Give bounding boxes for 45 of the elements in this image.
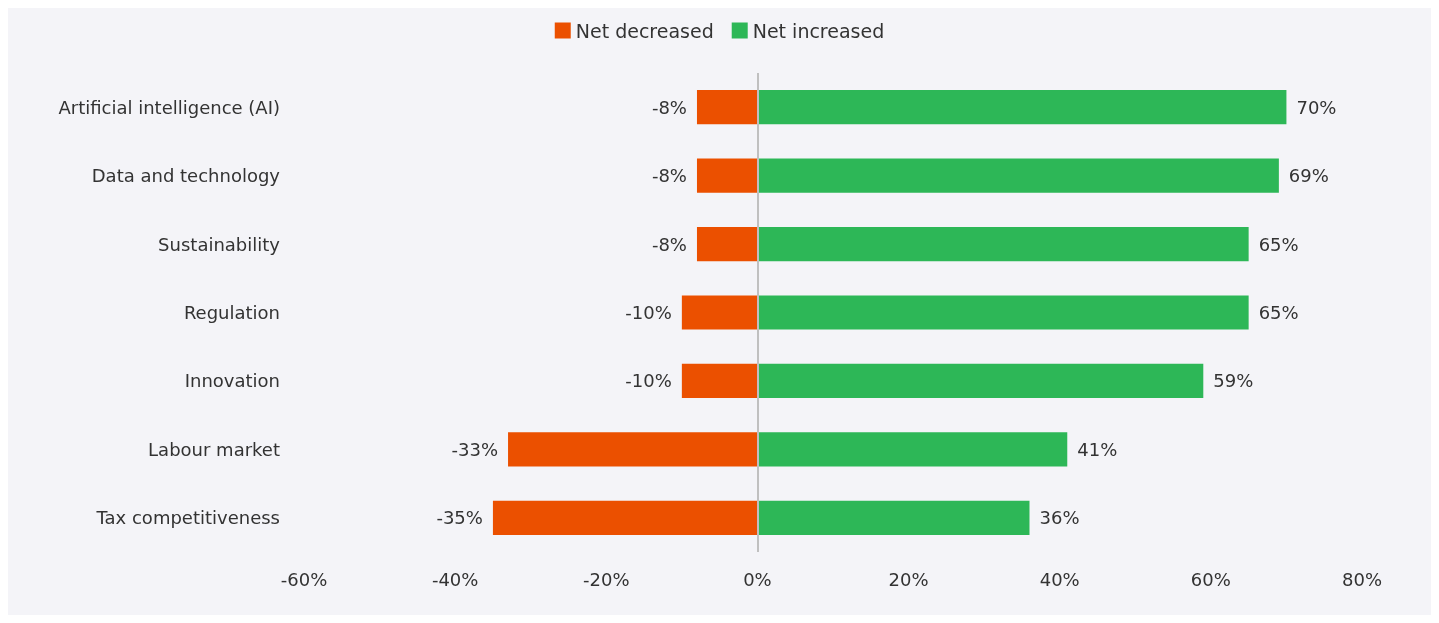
bar (757, 226, 1249, 262)
x-tick-label: -40% (431, 568, 479, 590)
legend-label: Net decreased (575, 19, 714, 42)
x-tick-label: -60% (280, 568, 328, 590)
data-label: -35% (436, 507, 483, 529)
data-label: 36% (1039, 507, 1080, 529)
bar (696, 90, 758, 125)
data-label: 65% (1258, 302, 1299, 323)
bar (757, 295, 1249, 330)
x-tick-label: 20% (888, 568, 929, 590)
x-tick-label: -20% (583, 568, 630, 590)
data-label: -10% (625, 370, 672, 392)
y-tick-label: Tax competitiveness (95, 507, 280, 529)
data-label: -33% (451, 438, 499, 460)
x-tick-label: 0% (743, 568, 772, 590)
data-label: 41% (1077, 438, 1118, 460)
y-tick-label: Sustainability (158, 233, 281, 255)
bar (492, 500, 758, 535)
y-tick-label: Labour market (148, 438, 280, 460)
data-label: -8% (651, 96, 687, 118)
y-tick-label: Innovation (184, 370, 280, 392)
y-tick-label: Data and technology (91, 165, 281, 187)
bar (681, 295, 758, 330)
x-tick-label: 40% (1039, 568, 1080, 590)
x-tick-label: 60% (1190, 568, 1231, 590)
data-label: 59% (1213, 370, 1254, 392)
y-tick-label: Regulation (183, 302, 280, 323)
bar (757, 90, 1287, 125)
bar (757, 363, 1204, 399)
data-label: -10% (625, 302, 672, 323)
bar (757, 158, 1279, 193)
legend-label: Net increased (752, 19, 885, 42)
bar (696, 226, 758, 262)
data-label: -8% (651, 233, 687, 255)
bar (757, 432, 1068, 467)
bar (508, 432, 758, 467)
data-label: 69% (1288, 165, 1329, 187)
bar (681, 363, 758, 399)
bar (696, 158, 758, 193)
bar (757, 500, 1030, 535)
y-tick-label: Artificial intelligence (AI) (58, 96, 280, 118)
x-tick-label: 80% (1341, 568, 1383, 590)
data-label: 70% (1296, 96, 1337, 118)
data-label: 65% (1258, 233, 1299, 255)
data-label: -8% (651, 165, 687, 187)
